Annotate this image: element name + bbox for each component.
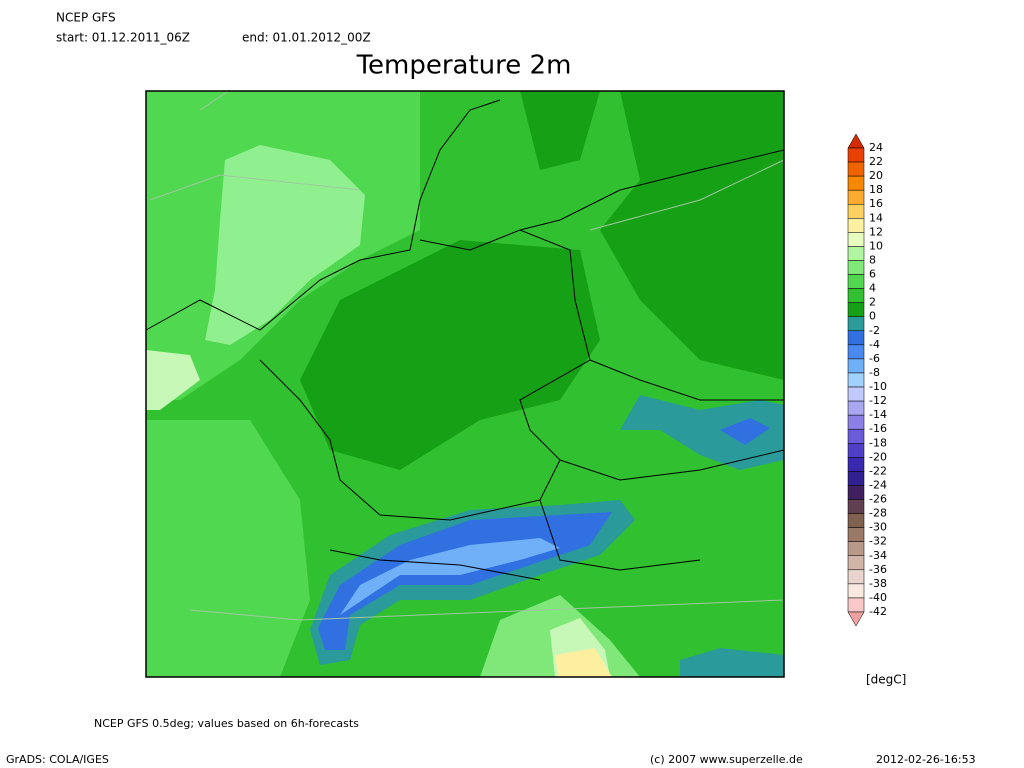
cold-region: [720, 418, 770, 445]
colorbar-label: -22: [869, 464, 887, 477]
colorbar-label: -30: [869, 521, 887, 534]
colorbar-label: -18: [869, 436, 887, 449]
colorbar-box: [847, 203, 865, 219]
cold-region: [680, 648, 784, 677]
colorbar-box: [847, 302, 865, 317]
source-note: NCEP GFS 0.5deg; values based on 6h-fore…: [94, 717, 359, 730]
colorbar-label: 4: [869, 282, 876, 295]
colorbar-label: 0: [869, 310, 876, 323]
colorbar-label: 2: [869, 296, 876, 309]
colorbar-box: [847, 485, 865, 500]
colorbar-box: [847, 457, 865, 472]
colorbar-label: -14: [869, 408, 887, 421]
model-label: NCEP GFS: [56, 11, 116, 25]
map-frame: [145, 90, 785, 678]
colorbar-label: -40: [869, 591, 887, 604]
colorbar: 242220181614121086420-2-4-6-8-10-12-14-1…: [847, 133, 887, 627]
colorbar-label: 16: [869, 197, 883, 210]
light-region: [146, 420, 310, 677]
colorbar-label: -16: [869, 422, 887, 435]
unit-label: [degC]: [866, 673, 906, 687]
colorbar-label: -32: [869, 535, 887, 548]
dark-region: [520, 91, 600, 170]
colorbar-box: [847, 527, 865, 542]
colorbar-end: [847, 133, 865, 149]
colorbar-box: [847, 218, 865, 233]
colorbar-label: 22: [869, 155, 883, 168]
colorbar-box: [847, 260, 865, 275]
colorbar-label: -8: [869, 366, 880, 379]
end-label: end: 01.01.2012_00Z: [242, 31, 371, 45]
colorbar-label: -10: [869, 380, 887, 393]
colorbar-label: -26: [869, 493, 887, 506]
copyright: (c) 2007 www.superzelle.de: [650, 753, 803, 766]
colorbar-box: [847, 344, 865, 360]
colorbar-box: [847, 189, 865, 205]
colorbar-box: [847, 569, 865, 585]
map-title: Temperature 2m: [356, 51, 572, 81]
colorbar-box: [847, 232, 865, 247]
colorbar-label: 20: [869, 169, 883, 182]
alps-region: [340, 538, 560, 615]
colorbar-box: [847, 246, 865, 261]
colorbar-label: 24: [869, 141, 883, 154]
colorbar-label: 14: [869, 211, 883, 224]
colorbar-box: [847, 288, 865, 303]
colorbar-label: 12: [869, 225, 883, 238]
timestamp: 2012-02-26-16:53: [876, 753, 976, 766]
start-label: start: 01.12.2011_06Z: [56, 31, 190, 45]
colorbar-box: [847, 175, 865, 191]
colorbar-box: [847, 513, 865, 528]
grads-note: GrADS: COLA/IGES: [6, 753, 109, 766]
colorbar-label: -6: [869, 352, 880, 365]
colorbar-label: -20: [869, 450, 887, 463]
colorbar-box: [847, 555, 865, 571]
colorbar-box: [847, 400, 865, 416]
colorbar-box: [847, 274, 865, 289]
colorbar-label: 8: [869, 253, 876, 266]
colorbar-box: [847, 358, 865, 374]
colorbar-label: -36: [869, 563, 887, 576]
dark-region: [600, 91, 784, 380]
dark-region: [300, 240, 600, 470]
colorbar-end: [847, 611, 865, 627]
lighter-region: [205, 145, 365, 345]
colorbar-label: 18: [869, 183, 883, 196]
colorbar-box: [847, 597, 865, 613]
colorbar-box: [847, 443, 865, 458]
colorbar-box: [847, 428, 865, 444]
colorbar-box: [847, 316, 865, 332]
colorbar-label: -12: [869, 394, 887, 407]
colorbar-label: 10: [869, 239, 883, 252]
colorbar-box: [847, 499, 865, 514]
map: [145, 89, 785, 678]
contour: [149, 89, 785, 621]
colorbar-label: -38: [869, 577, 887, 590]
colorbar-label: -24: [869, 478, 887, 491]
cold-region: [620, 395, 784, 470]
border-line: [145, 99, 785, 581]
colorbar-box: [847, 414, 865, 430]
colorbar-label: -28: [869, 507, 887, 520]
colorbar-label: -2: [869, 324, 880, 337]
lighter-region: [146, 350, 200, 410]
warm-region: [555, 648, 612, 677]
colorbar-label: -34: [869, 549, 887, 562]
colorbar-box: [847, 386, 865, 402]
colorbar-box: [847, 161, 865, 177]
colorbar-box: [847, 330, 865, 346]
colorbar-label: 6: [869, 268, 876, 281]
colorbar-box: [847, 471, 865, 486]
colorbar-box: [847, 147, 865, 163]
colorbar-label: -4: [869, 338, 880, 351]
colorbar-box: [847, 583, 865, 599]
colorbar-box: [847, 541, 865, 557]
colorbar-label: -42: [869, 605, 887, 618]
colorbar-box: [847, 372, 865, 388]
